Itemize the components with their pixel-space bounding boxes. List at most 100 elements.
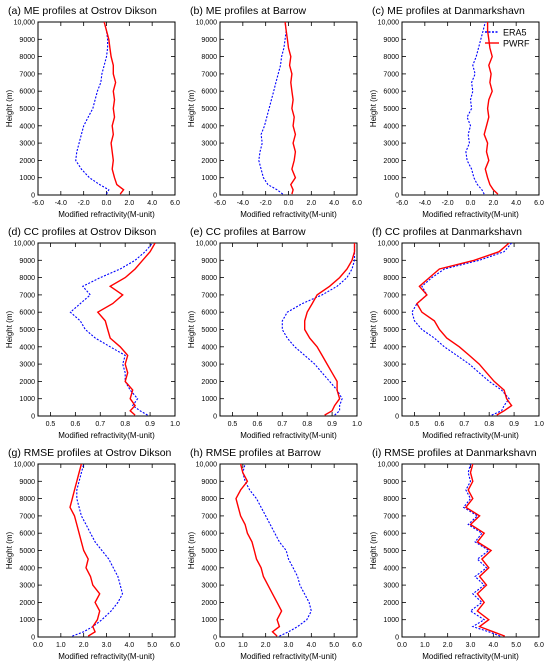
x-tick-label: 4.0 [306,642,316,649]
y-tick-label: 9000 [19,479,35,486]
y-tick-label: 7000 [19,513,35,520]
y-tick-label: 6000 [201,531,217,538]
y-tick-label: 1000 [201,396,217,403]
y-tick-label: 4000 [383,123,399,130]
series-line-pwrf [304,243,356,416]
x-tick-label: -2.0 [260,200,272,207]
x-axis-label: Modified refractivity(M-unit) [58,431,155,440]
x-tick-label: 2.0 [79,642,89,649]
panel-title: (i) RMSE profiles at Danmarkshavn [372,447,537,459]
y-tick-label: 1000 [383,175,399,182]
y-tick-label: 4000 [383,565,399,572]
x-tick-label: 0.5 [410,421,420,428]
panel-title: (d) CC profiles at Ostrov Dikson [8,226,156,238]
y-tick-label: 0 [213,414,217,421]
y-tick-label: 4000 [383,344,399,351]
y-axis-label: Height (m) [5,310,14,348]
y-tick-label: 6000 [19,310,35,317]
x-tick-label: 0.0 [215,642,225,649]
x-tick-label: 1.0 [238,642,248,649]
y-tick-label: 8000 [19,275,35,282]
panel-title: (c) ME profiles at Danmarkshavn [372,5,525,17]
y-tick-label: 7000 [19,292,35,299]
series-line-pwrf [483,22,499,195]
y-tick-label: 8000 [201,54,217,61]
series-line-pwrf [96,243,156,416]
panel-a: (a) ME profiles at Ostrov Dikson 0 1000 200… [5,5,180,219]
x-tick-label: 0.8 [302,421,312,428]
panel-title: (h) RMSE profiles at Barrow [190,447,321,459]
y-tick-label: 6000 [19,531,35,538]
y-tick-label: 3000 [201,583,217,590]
x-tick-label: 2.0 [488,200,498,207]
x-tick-label: 0.7 [277,421,287,428]
x-tick-label: -4.0 [419,200,431,207]
panel-h: (h) RMSE profiles at Barrow 0 1000 2000 3000… [187,447,362,661]
y-tick-label: 7000 [201,71,217,78]
y-tick-label: 4000 [201,123,217,130]
y-tick-label: 9000 [19,258,35,265]
y-tick-label: 10,000 [14,241,36,248]
y-tick-label: 2000 [383,379,399,386]
x-tick-label: -6.0 [32,200,44,207]
y-tick-label: 3000 [201,141,217,148]
x-tick-label: 0.0 [284,200,294,207]
series-line-pwrf [284,22,297,195]
x-axis-label: Modified refractivity(M-unit) [58,210,155,219]
panel-d: (d) CC profiles at Ostrov Dikson 0 1000 200… [5,226,180,440]
x-tick-label: 1.0 [534,421,544,428]
y-tick-label: 2000 [201,600,217,607]
series-line-era5 [72,464,124,637]
x-tick-label: -6.0 [214,200,226,207]
y-tick-label: 3000 [19,362,35,369]
y-tick-label: 4000 [19,123,35,130]
y-tick-label: 5000 [383,548,399,555]
y-axis-label: Height (m) [187,310,196,348]
y-tick-label: 3000 [383,362,399,369]
x-tick-label: 0.9 [145,421,155,428]
y-tick-label: 7000 [201,513,217,520]
series-line-pwrf [235,464,283,637]
plot-frame [401,463,540,638]
y-tick-label: 5000 [19,548,35,555]
y-tick-label: 2000 [383,600,399,607]
y-tick-label: 7000 [383,513,399,520]
x-tick-label: -2.0 [78,200,90,207]
y-tick-label: 9000 [201,258,217,265]
series-line-era5 [258,22,287,195]
y-tick-label: 3000 [383,141,399,148]
x-axis-label: Modified refractivity(M-unit) [58,652,155,661]
x-tick-label: 0.5 [228,421,238,428]
y-axis-label: Height (m) [369,310,378,348]
y-tick-label: 10,000 [14,20,36,27]
y-tick-label: 5000 [201,106,217,113]
panel-f: (f) CC profiles at Danmarkshavn 0 1000 2000… [369,226,544,440]
y-tick-label: 5000 [19,327,35,334]
plot-frame [37,463,176,638]
x-tick-label: 3.0 [284,642,294,649]
x-tick-label: 0.9 [509,421,519,428]
y-tick-label: 6000 [383,89,399,96]
y-tick-label: 9000 [201,479,217,486]
legend-label-era5: ERA5 [503,28,527,38]
y-tick-label: 6000 [383,531,399,538]
y-tick-label: 1000 [19,175,35,182]
y-tick-label: 8000 [19,496,35,503]
panel-title: (b) ME profiles at Barrow [190,5,307,17]
series-line-pwrf [416,243,513,416]
y-tick-label: 6000 [19,89,35,96]
y-tick-label: 4000 [201,565,217,572]
x-tick-label: 6.0 [352,200,362,207]
x-tick-label: 0.0 [466,200,476,207]
x-axis-label: Modified refractivity(M-unit) [240,652,337,661]
y-tick-label: 9000 [19,37,35,44]
plot-frame [37,21,176,196]
x-tick-label: 5.0 [511,642,521,649]
panel-title: (g) RMSE profiles at Ostrov Dikson [8,447,172,459]
x-tick-label: 1.0 [352,421,362,428]
x-tick-label: 0.6 [70,421,80,428]
series-line-era5 [75,22,110,195]
panel-title: (e) CC profiles at Barrow [190,226,306,238]
series-line-era5 [411,243,513,416]
